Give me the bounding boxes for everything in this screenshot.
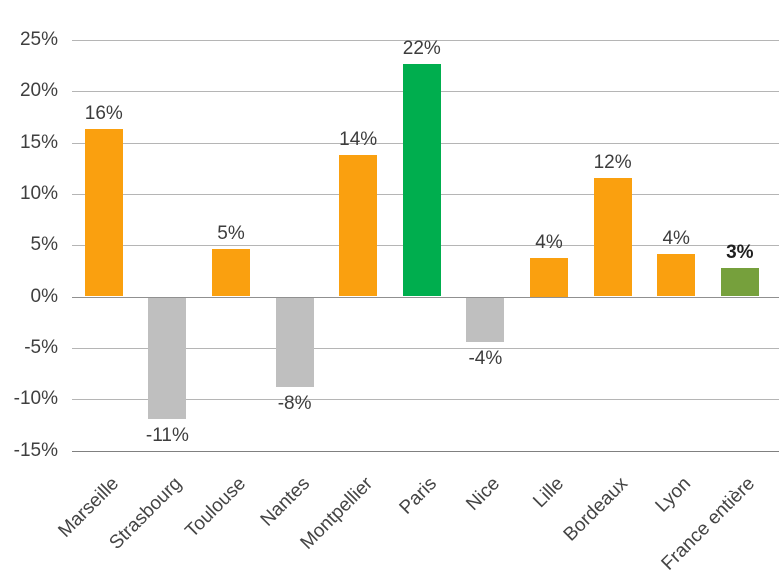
bar-france-entière: [720, 267, 759, 297]
value-label: -4%: [468, 347, 503, 369]
value-label: -11%: [145, 424, 189, 446]
bar-bordeaux: [593, 178, 632, 297]
gridline--5%: [72, 347, 779, 349]
bar-toulouse: [212, 249, 250, 297]
value-label: 4%: [662, 228, 690, 250]
y-tick-label: 0%: [30, 285, 58, 307]
gridline-25%: [72, 39, 779, 41]
bar-nice: [466, 297, 505, 342]
bar-lyon: [657, 254, 696, 297]
y-tick-label: 5%: [30, 234, 58, 256]
y-tick-label: 20%: [19, 80, 58, 102]
bar-strasbourg: [148, 297, 187, 419]
y-tick-label: 15%: [19, 131, 58, 153]
y-tick-label: 25%: [19, 28, 58, 50]
value-label: 12%: [593, 152, 632, 174]
bar-lille: [530, 257, 568, 297]
gridline--15%: [72, 450, 779, 452]
bar-montpellier: [339, 154, 378, 297]
value-label: 22%: [402, 38, 441, 60]
value-label: 16%: [84, 103, 123, 125]
gridline--10%: [72, 399, 779, 401]
value-label: -8%: [277, 392, 312, 414]
y-tick-label: -5%: [24, 336, 58, 358]
x-label-france-entière: France entière: [657, 473, 759, 575]
y-tick-label: 10%: [19, 182, 58, 204]
value-label: 4%: [535, 231, 563, 253]
bar-marseille: [84, 129, 123, 297]
value-label: 14%: [339, 128, 378, 150]
y-tick-label: -10%: [13, 388, 58, 410]
gridline-0%: [72, 296, 779, 298]
y-tick-label: -15%: [13, 439, 58, 461]
bar-nantes: [275, 297, 314, 387]
value-label: 5%: [217, 223, 245, 245]
value-label: 3%: [726, 241, 754, 263]
bar-paris: [402, 64, 441, 297]
